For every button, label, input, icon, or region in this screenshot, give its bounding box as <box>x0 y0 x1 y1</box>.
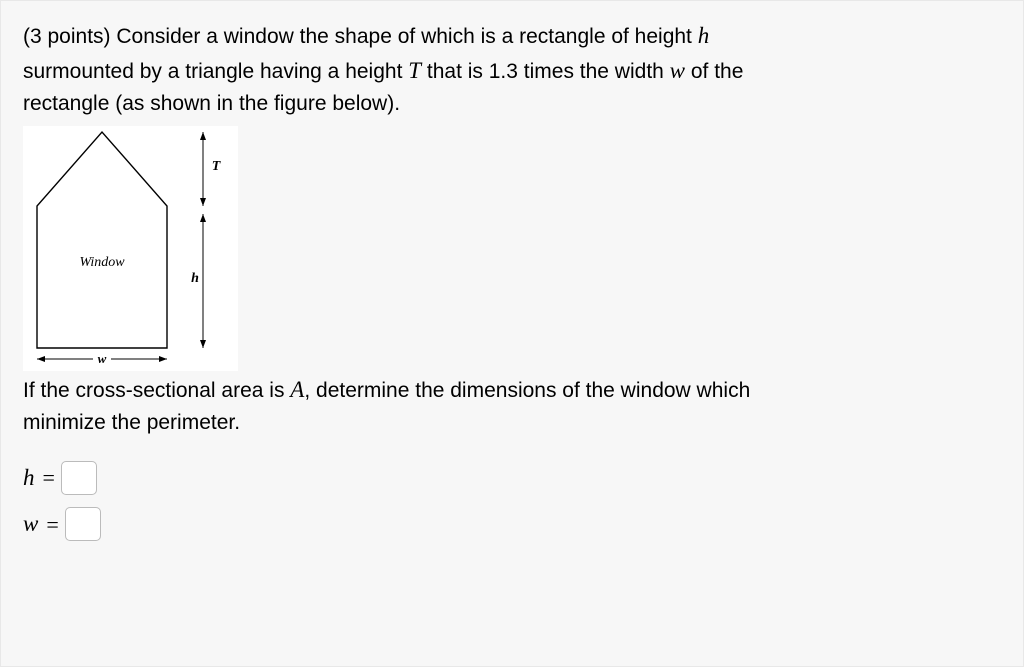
dim-label-w: w <box>98 351 107 366</box>
window-label: Window <box>79 255 125 270</box>
arrowhead-icon <box>200 214 206 222</box>
variable-w: w <box>670 58 685 83</box>
question-text: If the cross-sectional area is A, determ… <box>23 373 1001 439</box>
window-figure-svg: Window w T h <box>23 126 238 371</box>
arrowhead-icon <box>200 132 206 140</box>
equals-sign: = <box>46 508 58 541</box>
arrowhead-icon <box>159 356 167 362</box>
text-segment: of the <box>685 60 743 83</box>
w-input[interactable] <box>65 507 101 541</box>
answer-label-w: w <box>23 507 38 542</box>
variable-h: h <box>698 23 710 48</box>
arrowhead-icon <box>200 340 206 348</box>
text-segment: surmounted by a triangle having a height <box>23 60 408 83</box>
variable-A: A <box>290 377 304 402</box>
h-input[interactable] <box>61 461 97 495</box>
text-segment: If the cross-sectional area is <box>23 379 290 402</box>
points-prefix: (3 points) <box>23 25 111 48</box>
text-segment: that is 1.3 times the width <box>421 60 670 83</box>
problem-statement: (3 points) Consider a window the shape o… <box>23 19 1001 120</box>
dim-label-T: T <box>212 159 222 174</box>
arrowhead-icon <box>200 198 206 206</box>
window-outline <box>37 132 167 348</box>
answer-label-h: h <box>23 461 35 496</box>
figure-area: Window w T h <box>23 126 1001 371</box>
answer-row-w: w = <box>23 507 1001 542</box>
text-segment: Consider a window the shape of which is … <box>111 25 698 48</box>
problem-container: (3 points) Consider a window the shape o… <box>0 0 1024 667</box>
text-segment: rectangle (as shown in the figure below)… <box>23 92 400 115</box>
arrowhead-icon <box>37 356 45 362</box>
dim-label-h: h <box>191 271 199 286</box>
variable-T: T <box>408 58 421 83</box>
text-segment: minimize the perimeter. <box>23 411 240 434</box>
answer-row-h: h = <box>23 461 1001 496</box>
equals-sign: = <box>43 461 55 494</box>
text-segment: , determine the dimensions of the window… <box>304 379 750 402</box>
